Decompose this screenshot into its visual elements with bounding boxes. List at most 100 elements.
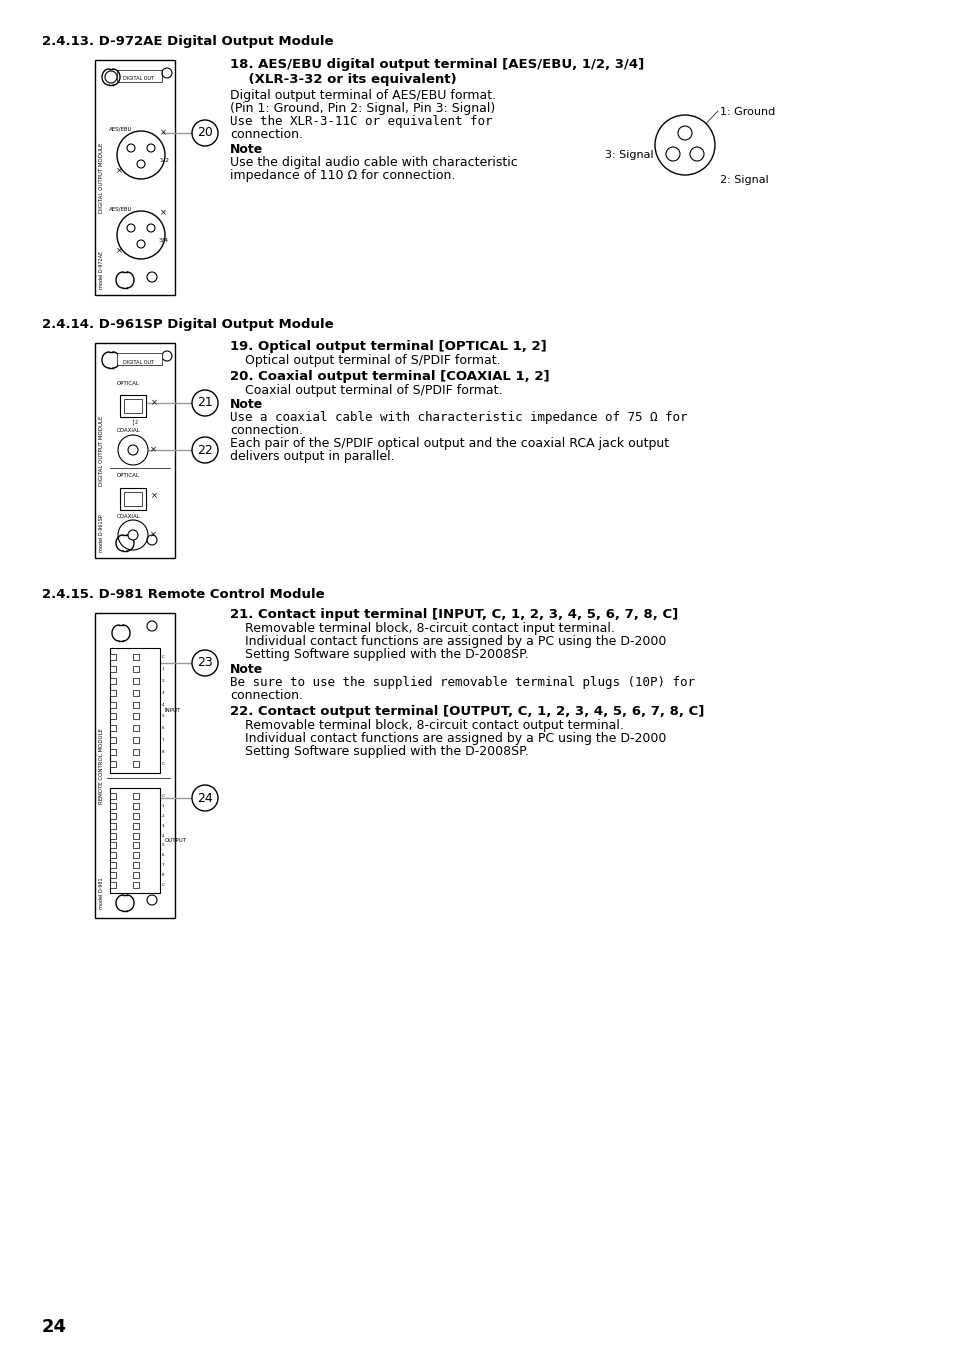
FancyBboxPatch shape bbox=[132, 862, 139, 869]
Text: 4: 4 bbox=[162, 834, 164, 838]
Text: Digital output terminal of AES/EBU format.: Digital output terminal of AES/EBU forma… bbox=[230, 89, 496, 101]
Text: model D-961SP: model D-961SP bbox=[99, 515, 105, 551]
FancyBboxPatch shape bbox=[132, 666, 139, 671]
FancyBboxPatch shape bbox=[132, 654, 139, 659]
Text: 7: 7 bbox=[162, 863, 165, 867]
Circle shape bbox=[118, 520, 148, 550]
Text: OPTICAL: OPTICAL bbox=[117, 381, 140, 386]
Text: 3: Signal: 3: Signal bbox=[604, 150, 653, 159]
Text: Use a coaxial cable with characteristic impedance of 75 Ω for: Use a coaxial cable with characteristic … bbox=[230, 411, 687, 424]
FancyBboxPatch shape bbox=[110, 648, 160, 773]
FancyBboxPatch shape bbox=[132, 823, 139, 828]
Text: connection.: connection. bbox=[230, 689, 303, 703]
FancyBboxPatch shape bbox=[132, 713, 139, 720]
FancyBboxPatch shape bbox=[110, 654, 116, 659]
Circle shape bbox=[192, 120, 218, 146]
Text: ×: × bbox=[151, 492, 157, 500]
Text: AES/EBU: AES/EBU bbox=[110, 207, 132, 212]
Text: ×: × bbox=[115, 166, 122, 176]
Text: 5: 5 bbox=[162, 715, 165, 719]
Circle shape bbox=[127, 224, 135, 232]
FancyBboxPatch shape bbox=[117, 70, 162, 82]
Text: 2: 2 bbox=[162, 813, 165, 817]
FancyBboxPatch shape bbox=[132, 761, 139, 767]
Text: AES/EBU: AES/EBU bbox=[110, 127, 132, 131]
Text: 24: 24 bbox=[42, 1319, 67, 1336]
Circle shape bbox=[655, 115, 714, 176]
Text: 21. Contact input terminal [INPUT, C, 1, 2, 3, 4, 5, 6, 7, 8, C]: 21. Contact input terminal [INPUT, C, 1,… bbox=[230, 608, 678, 621]
Text: 5: 5 bbox=[162, 843, 165, 847]
Text: 18. AES/EBU digital output terminal [AES/EBU, 1/2, 3/4]: 18. AES/EBU digital output terminal [AES… bbox=[230, 58, 643, 72]
FancyBboxPatch shape bbox=[132, 832, 139, 839]
FancyBboxPatch shape bbox=[132, 738, 139, 743]
FancyBboxPatch shape bbox=[132, 873, 139, 878]
Text: 2.4.13. D-972AE Digital Output Module: 2.4.13. D-972AE Digital Output Module bbox=[42, 35, 334, 49]
Text: Setting Software supplied with the D-2008SP.: Setting Software supplied with the D-200… bbox=[245, 744, 528, 758]
Text: 8: 8 bbox=[162, 873, 165, 877]
Text: Be sure to use the supplied removable terminal plugs (10P) for: Be sure to use the supplied removable te… bbox=[230, 676, 695, 689]
Text: 4: 4 bbox=[162, 703, 164, 707]
Circle shape bbox=[117, 131, 165, 178]
FancyBboxPatch shape bbox=[110, 788, 160, 893]
FancyBboxPatch shape bbox=[110, 750, 116, 755]
Text: model D-981: model D-981 bbox=[99, 877, 105, 909]
Text: DIGITAL OUTPUT MODULE: DIGITAL OUTPUT MODULE bbox=[99, 415, 105, 486]
Text: Removable terminal block, 8-circuit contact input terminal.: Removable terminal block, 8-circuit cont… bbox=[245, 621, 615, 635]
FancyBboxPatch shape bbox=[110, 761, 116, 767]
Text: Note: Note bbox=[230, 399, 263, 411]
Text: 3: 3 bbox=[162, 824, 165, 828]
FancyBboxPatch shape bbox=[132, 882, 139, 888]
Text: Setting Software supplied with the D-2008SP.: Setting Software supplied with the D-200… bbox=[245, 648, 528, 661]
Text: impedance of 110 Ω for connection.: impedance of 110 Ω for connection. bbox=[230, 169, 455, 182]
FancyBboxPatch shape bbox=[132, 793, 139, 798]
FancyBboxPatch shape bbox=[110, 793, 116, 798]
FancyBboxPatch shape bbox=[110, 678, 116, 684]
Text: C: C bbox=[162, 655, 165, 659]
FancyBboxPatch shape bbox=[95, 613, 174, 917]
Text: 3/4: 3/4 bbox=[159, 238, 169, 242]
FancyBboxPatch shape bbox=[95, 343, 174, 558]
Text: 20: 20 bbox=[197, 127, 213, 139]
FancyBboxPatch shape bbox=[110, 862, 116, 869]
Circle shape bbox=[137, 240, 145, 249]
FancyBboxPatch shape bbox=[120, 488, 146, 509]
Circle shape bbox=[147, 224, 154, 232]
Text: 3: 3 bbox=[162, 690, 165, 694]
Text: 6: 6 bbox=[162, 727, 165, 731]
Text: ×: × bbox=[159, 208, 167, 218]
Text: COAXIAL: COAXIAL bbox=[117, 513, 141, 519]
FancyBboxPatch shape bbox=[110, 802, 116, 809]
FancyBboxPatch shape bbox=[132, 843, 139, 848]
Text: 2: 2 bbox=[162, 678, 165, 682]
FancyBboxPatch shape bbox=[110, 813, 116, 819]
Text: C: C bbox=[162, 794, 165, 798]
Text: (Pin 1: Ground, Pin 2: Signal, Pin 3: Signal): (Pin 1: Ground, Pin 2: Signal, Pin 3: Si… bbox=[230, 101, 495, 115]
Text: ×: × bbox=[150, 531, 156, 539]
FancyBboxPatch shape bbox=[110, 666, 116, 671]
Text: INPUT: INPUT bbox=[165, 708, 181, 713]
FancyBboxPatch shape bbox=[124, 399, 142, 413]
Text: 1: 1 bbox=[162, 804, 164, 808]
FancyBboxPatch shape bbox=[110, 873, 116, 878]
Circle shape bbox=[128, 444, 138, 455]
Text: DIGITAL OUT: DIGITAL OUT bbox=[123, 359, 154, 365]
Text: DIGITAL OUTPUT MODULE: DIGITAL OUTPUT MODULE bbox=[99, 142, 105, 212]
Text: 24: 24 bbox=[197, 792, 213, 804]
Text: ×: × bbox=[159, 128, 167, 138]
FancyBboxPatch shape bbox=[132, 678, 139, 684]
Text: OUTPUT: OUTPUT bbox=[165, 838, 187, 843]
Text: 1: Ground: 1: Ground bbox=[720, 107, 775, 118]
Circle shape bbox=[118, 435, 148, 465]
Text: C: C bbox=[162, 884, 165, 888]
Text: model D-972AE: model D-972AE bbox=[99, 251, 105, 289]
Text: ×: × bbox=[150, 446, 156, 454]
FancyBboxPatch shape bbox=[110, 713, 116, 720]
FancyBboxPatch shape bbox=[110, 689, 116, 696]
FancyBboxPatch shape bbox=[132, 689, 139, 696]
Text: 6: 6 bbox=[162, 854, 165, 858]
FancyBboxPatch shape bbox=[95, 59, 174, 295]
FancyBboxPatch shape bbox=[110, 852, 116, 858]
Text: 2: Signal: 2: Signal bbox=[720, 176, 768, 185]
Circle shape bbox=[137, 159, 145, 168]
Text: Each pair of the S/PDIF optical output and the coaxial RCA jack output: Each pair of the S/PDIF optical output a… bbox=[230, 436, 668, 450]
